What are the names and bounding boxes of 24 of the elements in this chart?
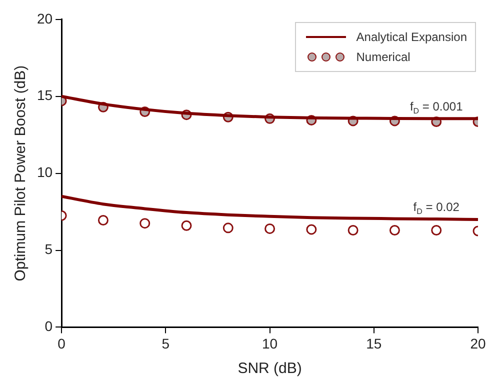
x-tick-label: 20 <box>470 335 486 352</box>
x-tick-label: 5 <box>162 335 170 352</box>
x-tick-label: 15 <box>366 335 382 352</box>
y-tick-label: 20 <box>36 10 53 26</box>
point <box>389 224 400 236</box>
legend-label: Numerical <box>356 50 410 64</box>
point <box>348 224 358 236</box>
line-series <box>62 194 478 221</box>
point <box>264 223 276 234</box>
point <box>98 214 108 226</box>
x-tick-label: 0 <box>58 335 66 352</box>
y-tick-label: 15 <box>36 87 53 104</box>
x-axis-title: SNR (dB) <box>238 360 302 378</box>
point <box>431 224 442 236</box>
y-axis-title: Optimum Pilot Power Boost (dB) <box>12 65 30 282</box>
y-tick-label: 5 <box>44 241 53 258</box>
x-tick-label: 10 <box>262 335 278 352</box>
y-tick-label: 0 <box>44 318 53 334</box>
point <box>181 220 192 231</box>
point <box>222 222 234 234</box>
y-tick-label: 10 <box>36 164 53 180</box>
point <box>140 218 150 229</box>
point <box>306 224 317 235</box>
legend-label: Analytical Expansion <box>356 30 467 44</box>
